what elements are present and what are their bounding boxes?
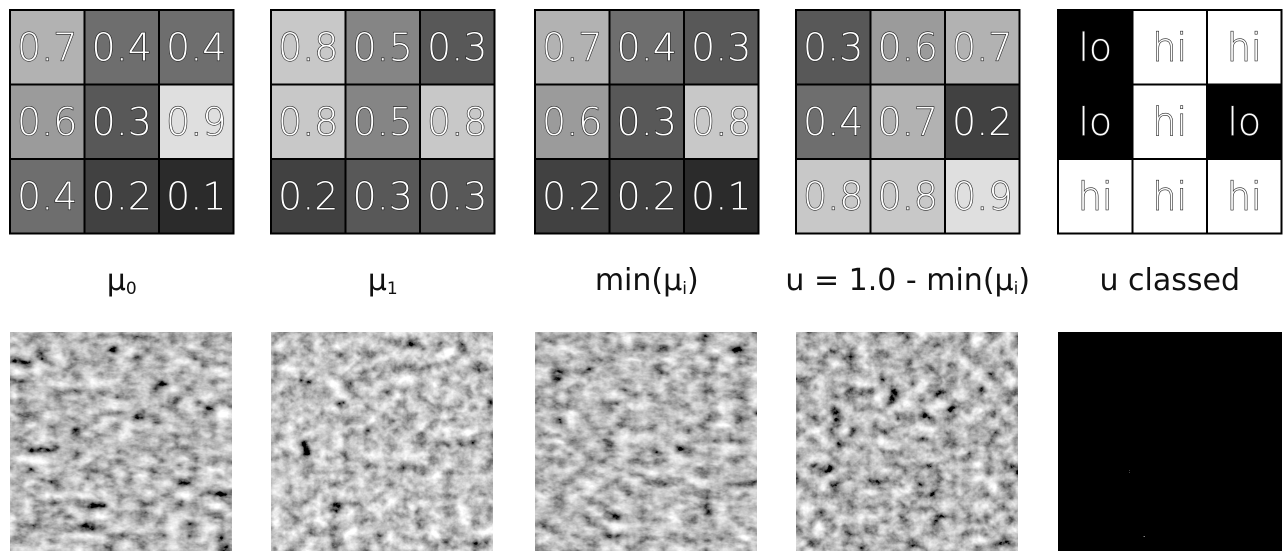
cell-value: 0.6 (17, 100, 77, 144)
cell-value: 0.2 (92, 174, 152, 218)
label-text: ) (687, 263, 699, 298)
cell-value: 0.7 (542, 25, 602, 69)
cell-value: hi (1227, 174, 1262, 218)
label-subscript: 0 (126, 279, 137, 299)
cell-value: 0.2 (952, 100, 1012, 144)
cell-value: 0.5 (353, 25, 413, 69)
classed-image (1058, 332, 1282, 551)
cell-value: 0.5 (353, 100, 413, 144)
cell-value: 0.8 (427, 100, 487, 144)
cell-value: hi (1227, 25, 1262, 69)
label-text: ) (1018, 263, 1030, 298)
cell-value: 0.4 (617, 25, 677, 69)
cell-value: 0.3 (427, 174, 487, 218)
cell-value: 0.7 (878, 100, 938, 144)
cell-value: 0.2 (542, 174, 602, 218)
panel: 0.3 0.6 0.7 0.4 0.7 0.2 0.8 0.8 0.9 u = 1.0 - min… (785, 10, 1030, 299)
image-row (10, 332, 1282, 551)
panel-label: u = 1.0 - min(μi) (785, 263, 1030, 299)
cell-value: lo (1078, 25, 1112, 69)
cell-value: lo (1227, 100, 1261, 144)
cell-value: 0.4 (17, 174, 77, 218)
panel-label: min(μi) (595, 263, 699, 299)
cell-value: 0.4 (92, 25, 152, 69)
label-text: μ (107, 263, 126, 298)
panel: 0.8 0.5 0.3 0.8 0.5 0.8 0.2 0.3 0.3 μ1 (271, 10, 495, 299)
cell-value: 0.8 (878, 174, 938, 218)
panel-label: μ1 (368, 263, 398, 299)
label-subscript: 1 (387, 279, 398, 299)
cell-value: 0.7 (952, 25, 1012, 69)
cell-value: 0.1 (691, 174, 751, 218)
satellite-image (535, 332, 757, 551)
label-text: u = 1.0 - min(μ (785, 263, 1013, 298)
satellite-image (796, 332, 1018, 551)
cell-value: hi (1152, 174, 1187, 218)
cell-value: 0.8 (803, 174, 863, 218)
cell-value: 0.3 (92, 100, 152, 144)
cell-value: 0.8 (691, 100, 751, 144)
cell-value: 0.3 (803, 25, 863, 69)
cell-value: 0.6 (542, 100, 602, 144)
panel-label: u classed (1099, 263, 1240, 298)
cell-value: 0.7 (17, 25, 77, 69)
cell-value: 0.8 (278, 25, 338, 69)
cell-value: 0.2 (278, 174, 338, 218)
label-text: u classed (1099, 263, 1240, 298)
panel: 0.7 0.4 0.4 0.6 0.3 0.9 0.4 0.2 0.1 μ0 (10, 10, 234, 299)
cell-value: 0.2 (617, 174, 677, 218)
cell-value: 0.9 (166, 100, 226, 144)
cell-value: hi (1078, 174, 1113, 218)
label-text: μ (368, 263, 387, 298)
cell-value: 0.6 (878, 25, 938, 69)
label-text: min(μ (595, 263, 682, 298)
cell-value: hi (1152, 100, 1187, 144)
cell-value: 0.3 (691, 25, 751, 69)
satellite-image (10, 332, 232, 551)
satellite-image (271, 332, 493, 551)
cell-value: 0.1 (166, 174, 226, 218)
cell-value: 0.4 (166, 25, 226, 69)
cell-value: 0.4 (803, 100, 863, 144)
cell-value: 0.9 (952, 174, 1012, 218)
cell-value: 0.3 (617, 100, 677, 144)
cell-value: lo (1078, 100, 1112, 144)
figure: 0.70.40.40.60.30.90.40.20.1μ00.80.50.30.… (0, 0, 1284, 551)
panel: 0.7 0.4 0.3 0.6 0.3 0.8 0.2 0.2 0.1 min(μi) (535, 10, 759, 299)
cell-value: 0.3 (353, 174, 413, 218)
cell-value: 0.8 (278, 100, 338, 144)
panel-label: μ0 (107, 263, 137, 299)
cell-value: hi (1152, 25, 1187, 69)
cell-value: 0.3 (427, 25, 487, 69)
